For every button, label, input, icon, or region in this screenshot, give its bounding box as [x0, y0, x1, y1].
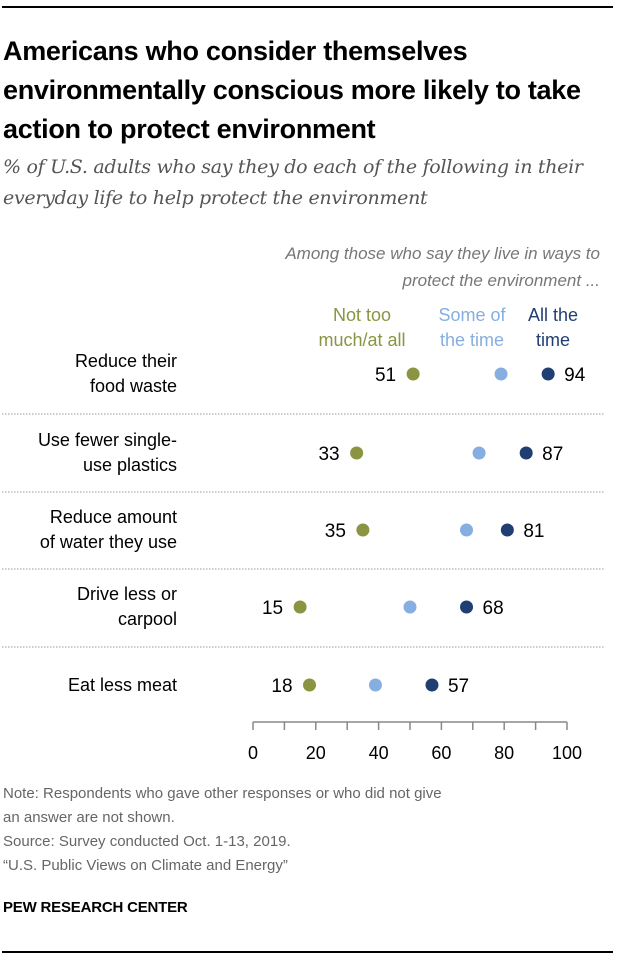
notes: Note: Respondents who gave other respons…	[3, 782, 613, 878]
x-tick-label: 40	[369, 743, 389, 763]
data-point	[460, 523, 474, 537]
report-title-line: “U.S. Public Views on Climate and Energy…	[3, 857, 288, 874]
x-tick-label: 0	[248, 743, 258, 763]
legend-item: Some of the time	[412, 303, 532, 353]
row-label: Drive less or carpool	[76, 584, 177, 629]
data-label: 51	[375, 365, 396, 386]
note-line: Note: Respondents who gave other respons…	[3, 785, 442, 802]
data-label: 68	[483, 598, 504, 619]
x-tick-label: 80	[494, 743, 514, 763]
bottom-rule	[2, 951, 613, 953]
data-label: 57	[448, 676, 469, 697]
row-label: Reduce their food waste	[74, 351, 177, 396]
data-label: 87	[542, 444, 563, 465]
chart-subtitle: % of U.S. adults who say they do each of…	[3, 156, 583, 209]
legend-label: All the	[527, 305, 579, 325]
row-label: Use fewer single-use plastics	[37, 430, 177, 475]
brand-logo-text: PEW RESEARCH CENTER	[3, 899, 188, 916]
data-point	[350, 446, 364, 460]
group-header: Among those who say they live in ways to…	[285, 244, 600, 290]
data-point	[368, 678, 382, 692]
data-label: 81	[523, 521, 544, 542]
data-point	[494, 367, 508, 381]
data-point	[356, 523, 370, 537]
data-point	[472, 446, 486, 460]
legend-label: the time	[439, 330, 505, 350]
legend-label: Not too	[332, 305, 392, 325]
legend-label: time	[535, 330, 570, 350]
data-point	[403, 600, 417, 614]
top-rule	[2, 6, 613, 8]
note-line: an answer are not shown.	[3, 809, 175, 826]
row-label: Eat less meat	[67, 674, 177, 695]
x-tick-label: 100	[552, 743, 582, 763]
legend-label: Some of	[438, 305, 506, 325]
x-tick-label: 20	[306, 743, 326, 763]
source-line: Source: Survey conducted Oct. 1-13, 2019…	[3, 833, 291, 850]
data-label: 35	[325, 521, 346, 542]
data-point	[303, 678, 317, 692]
data-point	[500, 523, 514, 537]
row-label: Reduce amount of water they use	[39, 507, 177, 552]
legend-item: Not too much/at all	[302, 303, 422, 353]
data-point	[460, 600, 474, 614]
legend-label: much/at all	[318, 330, 406, 350]
data-label: 18	[271, 676, 292, 697]
data-label: 94	[564, 365, 586, 386]
data-point	[406, 367, 420, 381]
legend-item: All the time	[493, 303, 613, 353]
x-tick-label: 60	[431, 743, 451, 763]
data-point	[541, 367, 555, 381]
data-point	[425, 678, 439, 692]
data-label: 33	[318, 444, 339, 465]
data-point	[293, 600, 307, 614]
data-point	[519, 446, 533, 460]
chart-title: Americans who consider themselves enviro…	[3, 36, 581, 144]
data-label: 15	[262, 598, 283, 619]
